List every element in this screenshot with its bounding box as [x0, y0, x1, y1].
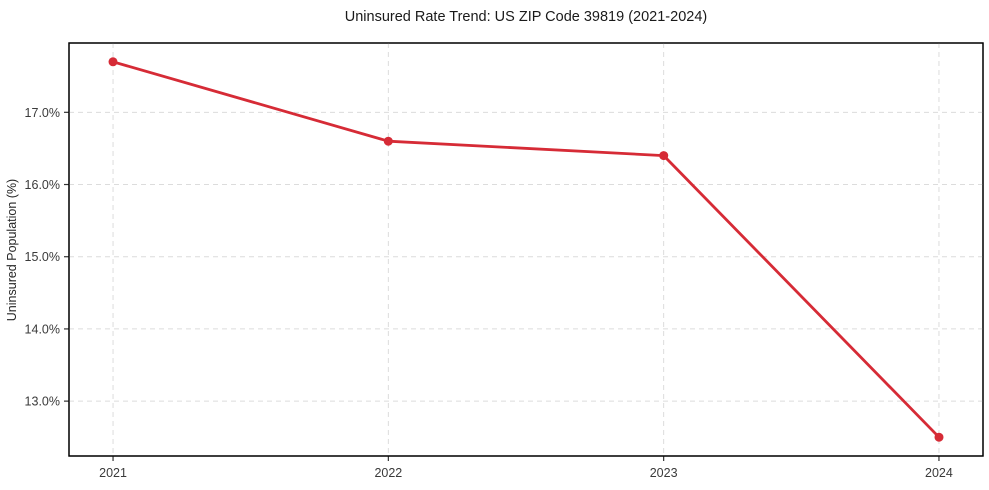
x-tick-label: 2024	[925, 466, 953, 480]
y-axis-label: Uninsured Population (%)	[5, 179, 19, 321]
x-tick-label: 2021	[99, 466, 127, 480]
x-tick-label: 2023	[650, 466, 678, 480]
y-tick-label: 15.0%	[25, 250, 60, 264]
data-point-marker	[934, 432, 944, 442]
tick-label-layer: 2021 2022 2023 2024 13.0% 14.0% 15.0% 16.0% 17.0…	[25, 106, 953, 480]
data-point-marker	[108, 57, 118, 67]
series-layer	[108, 57, 944, 442]
y-tick-label: 17.0%	[25, 106, 60, 120]
y-tick-label: 13.0%	[25, 395, 60, 409]
chart-title: Uninsured Rate Trend: US ZIP Code 39819 …	[345, 9, 707, 25]
y-tick-label: 16.0%	[25, 178, 60, 192]
grid-layer	[69, 43, 983, 456]
data-point-marker	[383, 136, 393, 146]
y-tick-label: 14.0%	[25, 322, 60, 336]
x-tick-label: 2022	[374, 466, 402, 480]
plot-area-border	[68, 42, 984, 457]
trend-line	[111, 60, 941, 439]
tick-layer	[64, 111, 940, 461]
plot-area-frame	[68, 42, 984, 457]
data-point-marker	[659, 151, 669, 161]
